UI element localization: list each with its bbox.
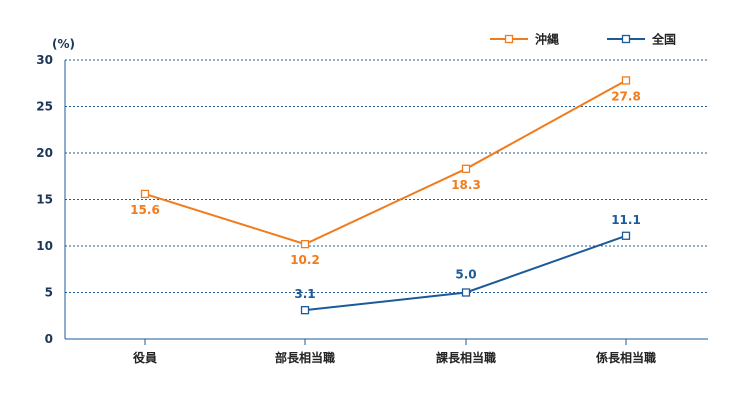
data-point	[140, 189, 150, 199]
y-tick-label: 30	[36, 53, 53, 67]
legend-label: 全国	[651, 32, 676, 47]
data-point	[300, 306, 310, 315]
y-tick-label: 20	[36, 146, 53, 160]
series: 15.6 10.2 18.3 27.8 3.1 5.0 11.1	[130, 76, 641, 315]
data-label: 11.1	[611, 213, 641, 227]
y-tick-label: 15	[36, 193, 53, 207]
x-tick-labels: 役員 部長相当職 課長相当職 係長相当職	[133, 350, 656, 365]
grid-lines	[65, 59, 708, 293]
legend-marker	[621, 34, 631, 44]
data-label: 10.2	[290, 253, 320, 267]
y-tick-labels: 0 5 10 15 20 25 30	[36, 53, 53, 346]
axes	[64, 60, 708, 345]
series-0: 15.6 10.2 18.3 27.8	[130, 76, 641, 267]
x-tick-label: 係長相当職	[596, 350, 656, 365]
data-label: 18.3	[451, 178, 481, 192]
data-point	[300, 239, 310, 249]
data-point	[621, 76, 631, 85]
data-point	[461, 164, 471, 173]
legend-item: 沖縄	[490, 32, 559, 47]
legend-marker	[504, 34, 514, 44]
x-tick-label: 部長相当職	[275, 350, 335, 365]
y-tick-label: 10	[36, 239, 53, 253]
data-label: 15.6	[130, 203, 160, 217]
y-tick-label: 25	[36, 100, 53, 114]
legend-label: 沖縄	[535, 32, 559, 47]
y-unit-label: (%)	[52, 37, 75, 51]
data-label: 27.8	[611, 89, 641, 103]
x-tick-label: 課長相当職	[436, 350, 496, 365]
y-tick-label: 5	[45, 286, 53, 300]
data-label: 5.0	[455, 268, 476, 282]
x-tick-label: 役員	[133, 350, 157, 365]
data-label: 3.1	[294, 287, 315, 301]
series-line	[144, 79, 627, 246]
legend-item: 全国	[607, 32, 676, 47]
y-tick-label: 0	[45, 332, 53, 346]
data-point	[621, 231, 631, 240]
data-point	[461, 288, 471, 297]
legend: 沖縄 全国	[490, 32, 676, 47]
series-1: 3.1 5.0 11.1	[294, 213, 641, 315]
